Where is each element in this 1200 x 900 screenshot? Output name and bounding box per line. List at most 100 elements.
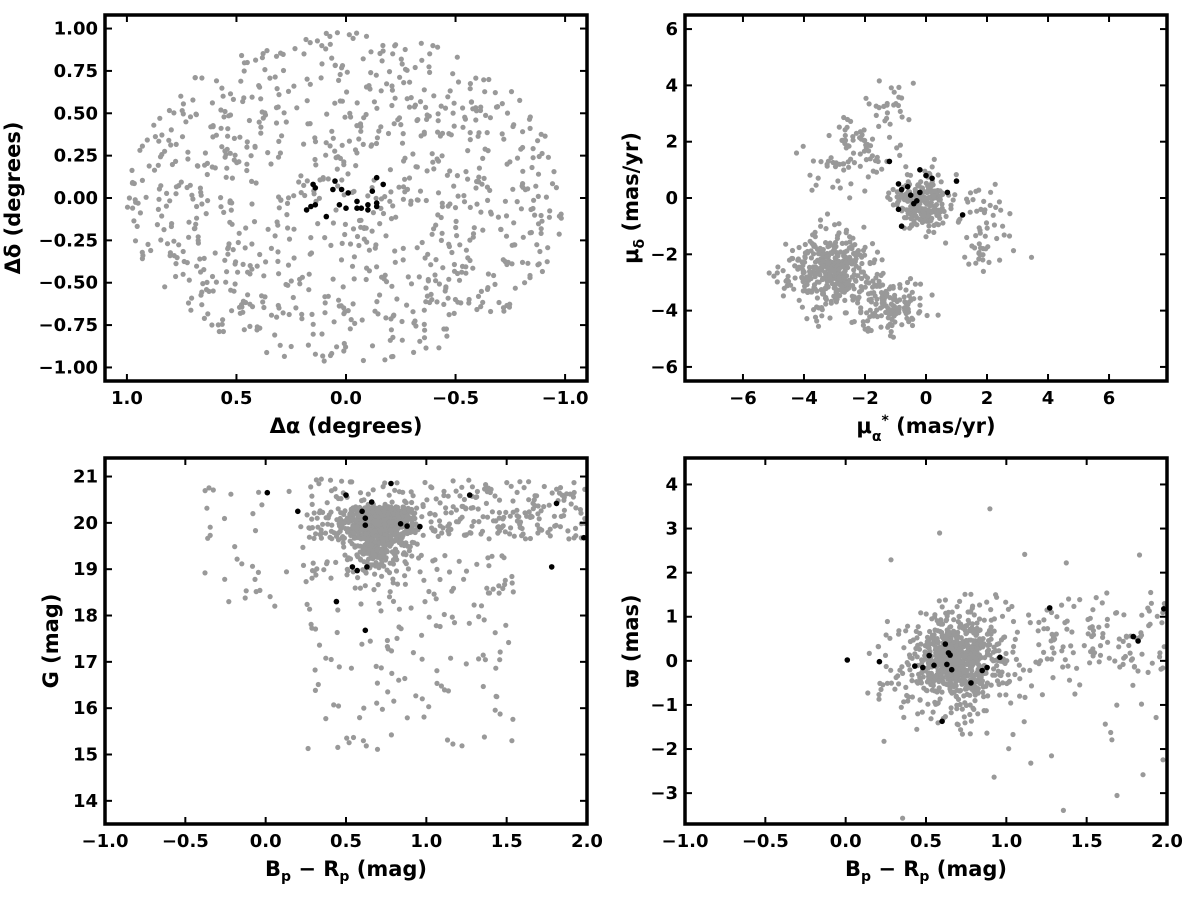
field-star-point [485, 555, 491, 561]
x-label-units: (mag) [929, 857, 1007, 881]
x-label-sup: * [881, 413, 889, 429]
field-star-point [1022, 551, 1028, 558]
y-tick-label: 0 [665, 188, 678, 209]
field-star-point [1028, 760, 1034, 766]
field-star-point [465, 255, 471, 261]
x-label-sub: α [872, 429, 882, 445]
field-star-point [137, 210, 143, 216]
field-star-point [320, 353, 326, 359]
field-star-point [544, 259, 550, 265]
field-star-point [285, 195, 292, 201]
field-star-point [470, 106, 476, 112]
field-star-point [195, 234, 201, 240]
field-star-point [423, 285, 429, 291]
field-star-point [275, 302, 281, 309]
field-star-point [419, 696, 425, 702]
field-star-point [461, 532, 467, 538]
field-star-point [357, 715, 363, 721]
field-star-point [436, 281, 442, 287]
field-star-point [212, 165, 218, 171]
field-star-point [843, 230, 849, 236]
field-star-point [354, 150, 360, 156]
field-star-point [897, 152, 903, 158]
field-star-point [324, 111, 330, 117]
field-star-point [858, 308, 864, 314]
field-star-point [892, 686, 898, 692]
field-star-point [260, 115, 266, 121]
field-star-point [1090, 653, 1096, 659]
member-stars [264, 480, 587, 634]
y-tick-label: 6 [665, 19, 678, 40]
field-star-point [268, 245, 274, 251]
field-star-point [960, 667, 966, 673]
field-star-point [433, 257, 439, 263]
field-star-point [538, 508, 544, 514]
field-star-point [481, 175, 487, 181]
field-star-point [360, 56, 366, 62]
field-star-point [453, 488, 459, 494]
field-star-point [425, 276, 431, 283]
field-star-point [874, 249, 881, 255]
field-star-point [1010, 618, 1017, 625]
field-star-point [959, 706, 965, 712]
field-star-point [351, 535, 357, 541]
field-star-point [349, 263, 356, 269]
field-star-point [955, 629, 961, 636]
member-star-point [397, 521, 404, 527]
field-star-point [374, 547, 380, 553]
field-star-point [457, 493, 463, 499]
field-star-point [876, 78, 882, 84]
field-star-point [146, 163, 152, 169]
field-star-point [314, 515, 320, 521]
field-star-point [1093, 595, 1099, 601]
field-star-point [462, 116, 468, 122]
field-star-point [503, 233, 510, 239]
y-tick-label: 0.75 [54, 61, 98, 82]
field-star-point [286, 236, 293, 242]
field-star-point [1005, 606, 1012, 612]
field-star-point [488, 308, 494, 315]
field-star-point [953, 660, 959, 666]
field-star-point [281, 353, 287, 359]
field-star-point [260, 51, 266, 57]
field-star-point [926, 194, 932, 201]
field-star-point [968, 609, 974, 615]
field-star-point [427, 69, 433, 75]
field-star-point [365, 193, 371, 199]
field-star-point [393, 568, 400, 574]
member-star-point [907, 192, 914, 198]
field-star-point [988, 607, 994, 613]
field-star-point [330, 276, 336, 282]
field-star-point [424, 168, 430, 174]
field-star-point [996, 199, 1003, 205]
field-star-point [480, 652, 486, 658]
field-star-point [164, 190, 170, 196]
field-star-point [912, 221, 918, 227]
field-star-point [442, 553, 448, 559]
field-star-point [446, 521, 452, 527]
field-star-point [938, 621, 944, 627]
field-star-point [478, 209, 484, 215]
field-star-point [520, 234, 526, 240]
field-star-point [176, 242, 182, 248]
field-star-point [898, 704, 904, 710]
field-star-point [873, 103, 879, 109]
field-star-point [351, 254, 357, 260]
field-star-point [439, 200, 445, 206]
field-star-point [171, 238, 177, 244]
field-star-point [355, 575, 361, 581]
field-star-point [901, 699, 907, 705]
field-star-point [299, 316, 305, 322]
field-star-point [414, 197, 420, 203]
panel-position: 1.0 0.5 0.0 −0.5 −1.01.000.750.500.250.00−0.… [1, 13, 589, 438]
field-star-point [417, 188, 424, 194]
field-star-point [974, 208, 980, 214]
field-star-point [284, 212, 290, 218]
member-star-point [295, 508, 301, 515]
field-star-point [957, 687, 964, 694]
field-star-point [223, 279, 229, 285]
field-star-point [298, 190, 304, 196]
field-star-point [344, 735, 350, 741]
field-star-point [363, 33, 370, 39]
